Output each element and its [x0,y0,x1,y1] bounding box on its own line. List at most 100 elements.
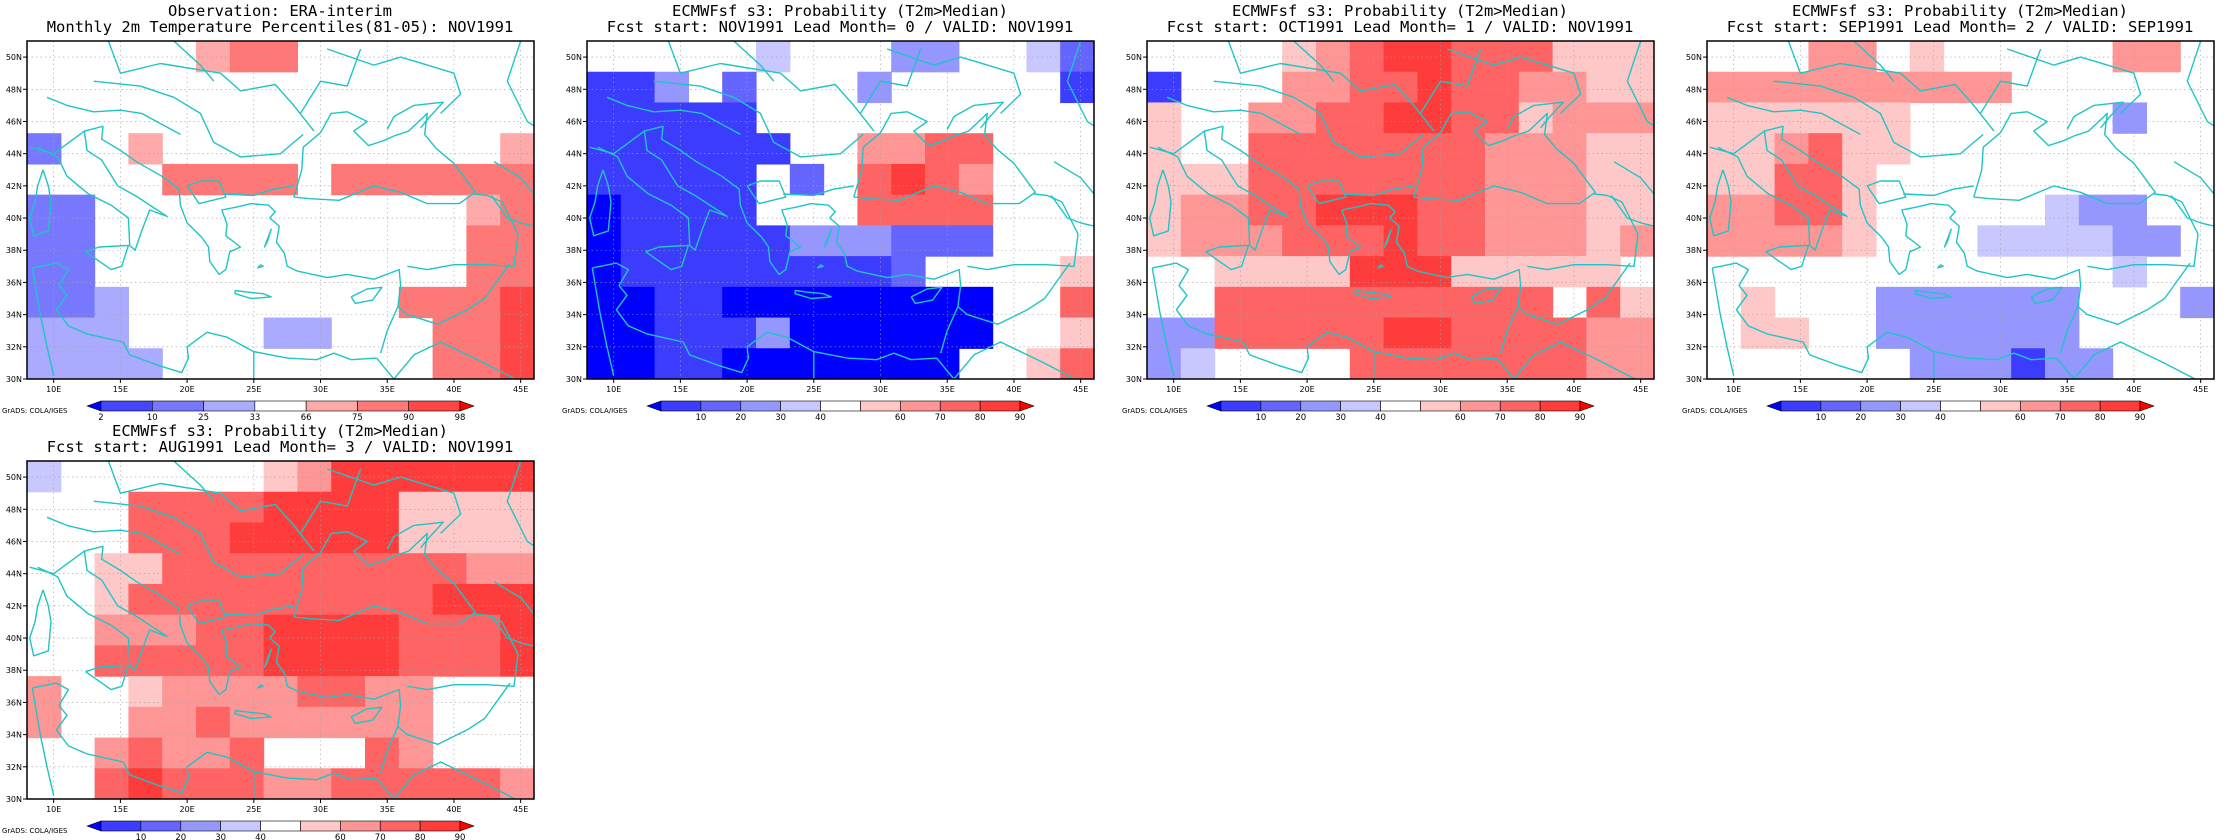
colorbar-label: 10 [695,413,706,420]
shaded-cell [1842,133,1877,165]
shaded-cell [1586,71,1621,104]
colorbar-segment [260,820,301,832]
map-area [587,41,1094,379]
shaded-cell [432,163,467,196]
shaded-cell [162,553,197,585]
grads-credit: GrADS: COLA/IGES [1682,407,1748,415]
shaded-cell [466,461,501,493]
lon-tick-label: 10E [1166,385,1181,394]
shaded-cell [2045,317,2080,349]
shaded-cell [331,676,366,708]
coastline [107,41,315,132]
shaded-cell [432,317,467,349]
shaded-cell [1518,163,1554,196]
shaded-cell [789,348,825,379]
coastline [794,289,832,300]
coastline [1205,244,1250,271]
lat-tick-label: 34N [566,311,582,320]
shaded-cell [432,348,467,379]
shaded-cell [654,163,689,196]
shaded-cell [432,491,467,524]
shaded-cell [1282,102,1317,134]
colorbar-label: 90 [1015,413,1026,420]
shaded-cell [398,522,434,554]
shaded-cell [688,102,723,134]
colorbar-tip [86,400,102,412]
shaded-cell [398,163,434,196]
colorbar-label: 75 [352,413,363,420]
lat-tick-label: 32N [6,343,22,352]
lat-tick-label: 34N [6,311,22,320]
coastline [397,262,511,325]
lat-tick-label: 50N [6,53,22,62]
colorbar-segment [900,400,941,412]
coastline [263,648,272,668]
lon-tick-label: 30E [1993,385,2008,394]
lat-tick-label: 32N [6,763,22,772]
colorbar-label: 60 [2015,413,2026,420]
lat-tick-label: 30N [1686,375,1702,384]
coastline [645,244,690,271]
coastline [859,48,922,114]
shaded-cell [1586,163,1621,196]
lat-tick-label: 46N [6,537,22,546]
map-area [27,41,534,379]
shaded-cell [398,491,434,524]
lon-tick-label: 10E [1726,385,1741,394]
shaded-cell [1316,163,1351,196]
colorbar-segment [1260,400,1302,412]
shaded-cell [196,645,231,677]
coastline [1227,41,1435,132]
coastline [201,622,276,696]
shaded-cell [263,522,298,554]
panel-title-line1: ECMWFsf s3: Probability (T2m>Median) [1792,2,2128,20]
shaded-cell [620,225,656,257]
coastline [1149,125,1323,238]
lon-tick-label: 45E [2193,385,2208,394]
coastline [1354,289,1392,300]
shaded-cell [1552,348,1587,379]
shaded-cell [466,583,501,616]
shaded-cell [331,553,366,585]
colorbar-segment [979,400,1021,412]
lon-tick-label: 15E [1793,385,1808,394]
shaded-cell [398,737,434,769]
shaded-cell [1977,225,2012,257]
colorbar-label: 30 [1335,413,1346,420]
grads-credit: GrADS: COLA/IGES [2,407,68,415]
shaded-cell [263,317,298,349]
panel-title-line1: ECMWFsf s3: Probability (T2m>Median) [672,2,1008,20]
shaded-cell [94,348,129,379]
shaded-cell [196,706,231,739]
coastline [2170,161,2214,227]
coastline [783,185,854,197]
colorbar-segment [1300,400,1341,412]
shaded-cell [500,256,534,288]
colorbar-label: 90 [455,833,466,840]
shaded-cell [229,676,265,708]
lon-tick-label: 20E [739,385,754,394]
lon-tick-label: 20E [179,805,194,814]
colorbar-tip [2139,400,2155,412]
shaded-cell [958,225,994,257]
colorbar-segment [740,400,781,412]
coastline [397,682,511,745]
shaded-cell [891,256,926,288]
shaded-cell [1451,71,1486,104]
shaded-cell [94,583,129,616]
lon-tick-label: 15E [113,385,128,394]
colorbar-segment [151,400,204,412]
coastline [1709,169,1732,237]
coastline [350,706,383,725]
shaded-cell [1316,256,1351,288]
shaded-cell [1316,41,1351,73]
coastline [37,131,168,251]
shaded-cell [27,706,62,739]
shaded-cell [466,348,501,379]
lat-tick-label: 36N [566,278,582,287]
coastline [386,521,444,550]
shaded-cell [1180,163,1216,196]
lat-tick-label: 50N [1126,53,1142,62]
shaded-cell [365,706,400,739]
coastline [591,267,615,376]
